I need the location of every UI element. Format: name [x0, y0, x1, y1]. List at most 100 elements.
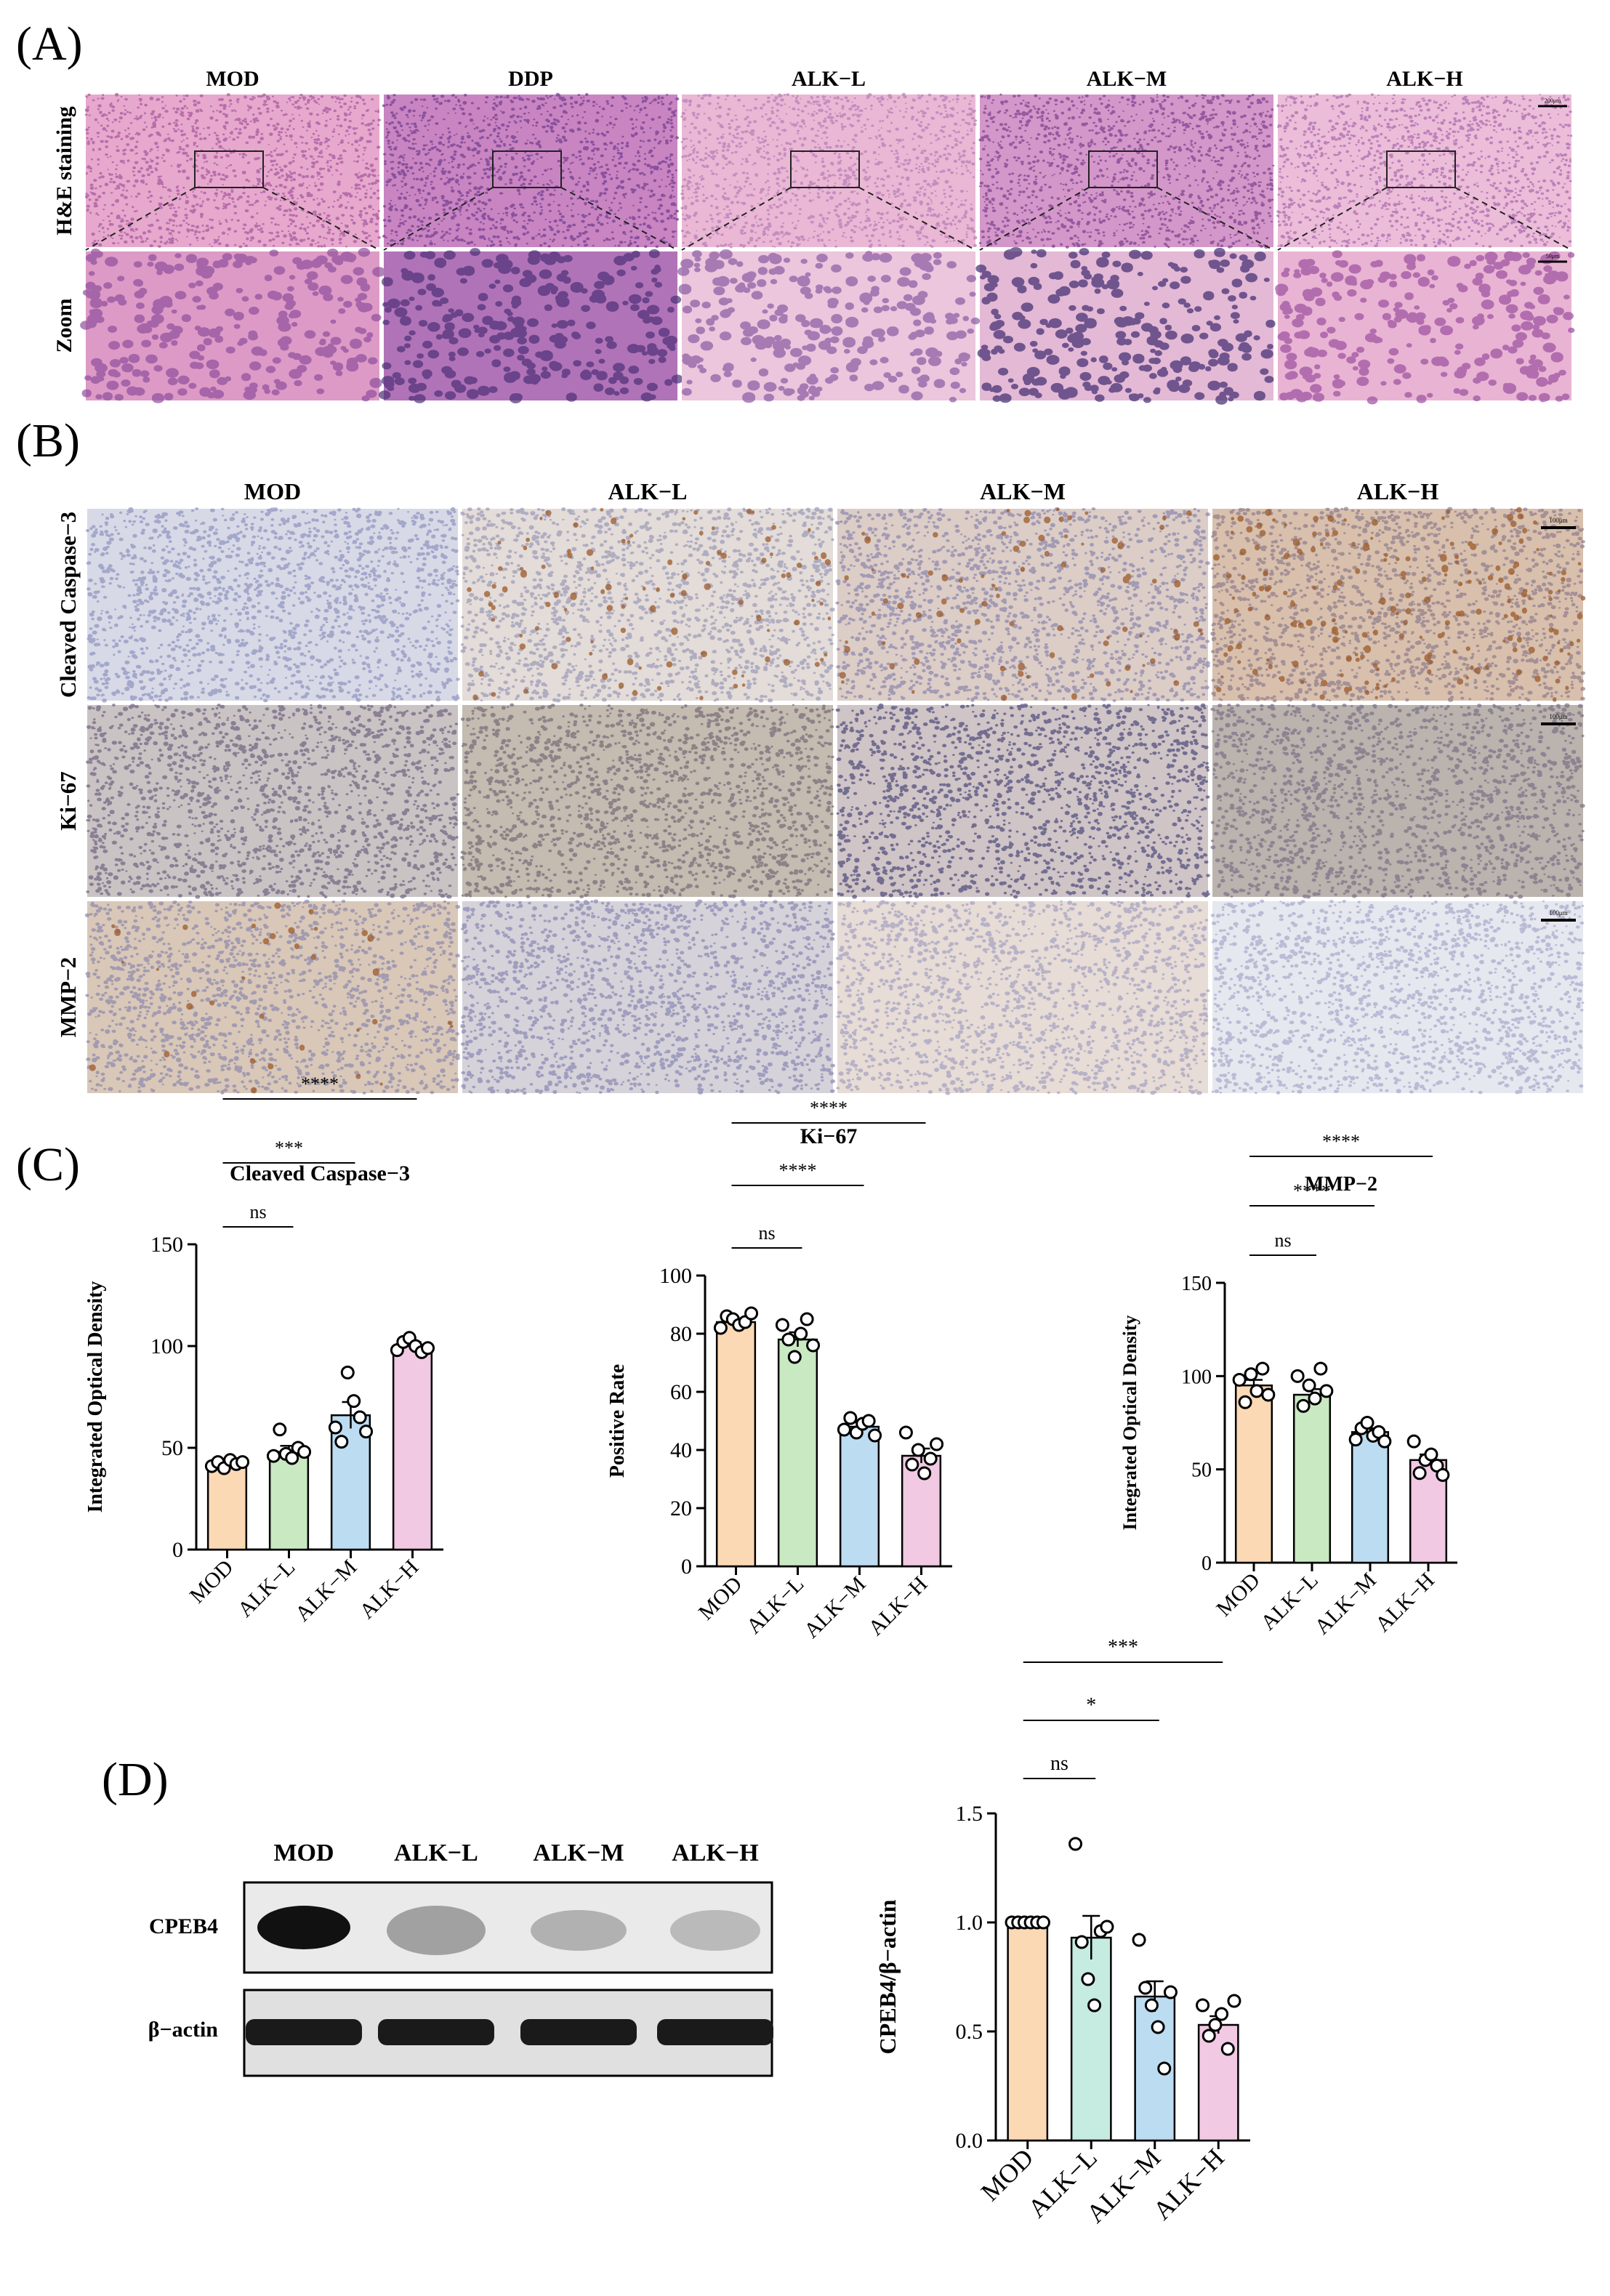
- data-point: [806, 1338, 821, 1353]
- he-image-low: [680, 92, 978, 249]
- he-image-zoom-nuclei: [80, 247, 386, 403]
- blot-band: [387, 1906, 486, 1955]
- he-image-zoom: [80, 247, 386, 403]
- y-axis-label: Integrated Optical Density: [84, 1281, 107, 1513]
- data-point: [273, 1422, 287, 1437]
- zoom-guide-line: [1454, 187, 1572, 251]
- y-tick-label: 0.0: [956, 2129, 983, 2153]
- data-point: [898, 1425, 913, 1440]
- x-tick-label: ALK−M: [800, 1572, 871, 1643]
- ihc-image: [1210, 507, 1586, 703]
- x-tick-label: MOD: [185, 1555, 238, 1608]
- bar: [1007, 1921, 1049, 2142]
- data-point: [1157, 2061, 1172, 2076]
- data-point: [775, 1318, 789, 1332]
- data-point: [1302, 1378, 1316, 1393]
- ihc-image-nuclei: [460, 507, 835, 703]
- panel-b-col-label: ALK−M: [980, 478, 1066, 504]
- bar: [1070, 1936, 1112, 2142]
- significance-label: ****: [301, 1074, 339, 1095]
- y-axis-label: Integrated Optical Density: [1119, 1315, 1140, 1530]
- data-point: [359, 1425, 374, 1439]
- panel-b-col-label: ALK−L: [608, 478, 688, 504]
- data-point: [713, 1321, 728, 1335]
- y-axis-label: CPEB4/β−actin: [874, 1899, 901, 2054]
- data-point: [1132, 1933, 1146, 1947]
- data-point: [1074, 1935, 1089, 1949]
- data-point: [1138, 1981, 1153, 1995]
- significance-label: ***: [275, 1137, 303, 1159]
- ihc-image-bg: [87, 509, 458, 701]
- blot-band: [670, 1910, 760, 1951]
- data-point: [347, 1394, 361, 1409]
- x-tick-label: ALK−M: [291, 1555, 362, 1627]
- significance-label: ****: [1322, 1131, 1360, 1152]
- data-point: [911, 1443, 925, 1457]
- data-point: [917, 1466, 932, 1481]
- ihc-image-nuclei: [836, 900, 1210, 1095]
- y-tick-label: 0.5: [956, 2020, 983, 2044]
- y-tick-label: 150: [1181, 1273, 1212, 1295]
- zoom-guide-line: [383, 187, 494, 251]
- data-point: [297, 1445, 312, 1459]
- ihc-image-nuclei: [86, 704, 459, 899]
- blot-lane-label: ALK−M: [533, 1840, 624, 1866]
- y-tick-label: 100: [150, 1334, 183, 1358]
- panel-a-col-label: DDP: [508, 67, 553, 91]
- ihc-image-nuclei: [1210, 703, 1585, 899]
- ihc-image-nuclei: [84, 899, 461, 1095]
- data-point: [1227, 1994, 1241, 2008]
- blot-lane-label: ALK−L: [394, 1840, 478, 1866]
- bar: [1351, 1431, 1390, 1564]
- x-tick-label: ALK−L: [742, 1572, 809, 1639]
- data-point: [1202, 2029, 1216, 2043]
- he-image-low-nuclei: [1276, 93, 1573, 249]
- scale-bar-label: 100μm: [1549, 909, 1567, 917]
- x-tick-label: ALK−H: [864, 1572, 932, 1640]
- scale-bar-label: 100μm: [1549, 713, 1567, 720]
- chart-title: Ki−67: [800, 1124, 858, 1148]
- data-point: [837, 1422, 851, 1437]
- ihc-image: [460, 703, 834, 899]
- data-point: [285, 1451, 299, 1465]
- he-image-zoom: [677, 249, 981, 403]
- panel-label-c: (C): [16, 1138, 80, 1191]
- data-point: [794, 1326, 808, 1341]
- data-point: [1313, 1361, 1328, 1376]
- data-point: [328, 1420, 342, 1435]
- y-tick-label: 80: [670, 1322, 692, 1346]
- data-point: [1436, 1467, 1450, 1482]
- ihc-image: [85, 507, 460, 703]
- y-axis-label: Positive Rate: [606, 1364, 629, 1478]
- y-tick-label: 150: [150, 1233, 183, 1257]
- bar-chart: 0.00.51.01.5CPEB4/β−actinMODALK−LALK−MAL…: [874, 1636, 1250, 2228]
- panel-a-row-label: Zoom: [52, 298, 76, 353]
- data-point: [1244, 1367, 1258, 1382]
- data-point: [334, 1435, 349, 1449]
- blot-band: [520, 2019, 637, 2045]
- data-point: [1238, 1395, 1252, 1409]
- data-point: [236, 1455, 250, 1470]
- bar: [268, 1451, 310, 1551]
- x-tick-label: ALK−H: [1371, 1568, 1439, 1637]
- data-point: [1068, 1837, 1083, 1851]
- zoom-guide-line: [560, 187, 678, 251]
- ihc-image: [1210, 899, 1585, 1095]
- panel-label-d: (D): [102, 1753, 169, 1806]
- zoom-guide-line: [1277, 187, 1388, 251]
- panel-b-row-label: Ki−67: [55, 771, 81, 830]
- significance-label: ns: [1050, 1752, 1068, 1775]
- he-image-low: [84, 92, 382, 249]
- bar: [839, 1425, 880, 1568]
- zoom-guide-line: [858, 187, 976, 251]
- blot-label: β−actin: [148, 2018, 219, 2042]
- zoom-box: [1386, 150, 1456, 188]
- ihc-image: [835, 703, 1210, 899]
- ihc-image: [460, 899, 836, 1095]
- panel-a-row-label: H&E staining: [52, 106, 76, 235]
- he-image-low: [1276, 93, 1573, 249]
- significance-label: ****: [810, 1097, 848, 1119]
- x-tick-label: ALK−H: [355, 1555, 423, 1624]
- data-point: [1308, 1391, 1322, 1406]
- y-tick-label: 50: [1191, 1459, 1212, 1482]
